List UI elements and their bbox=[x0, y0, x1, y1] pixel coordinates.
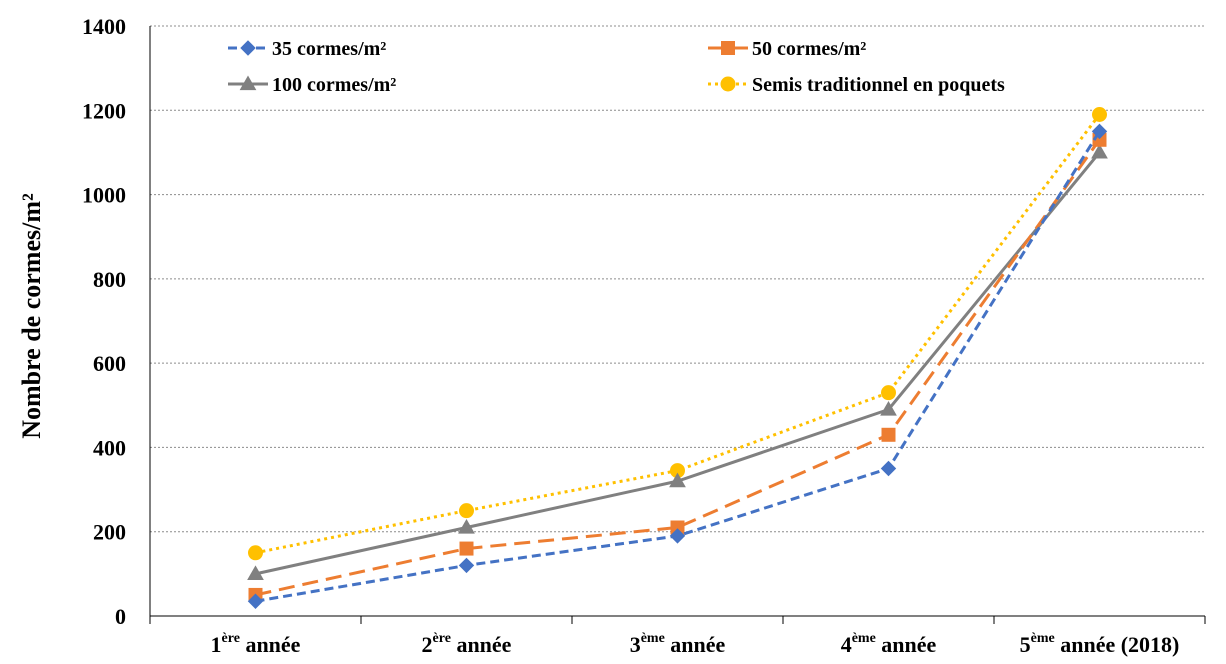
legend-item: 35 cormes/m² bbox=[228, 38, 386, 60]
legend-label: Semis traditionnel en poquets bbox=[752, 74, 1005, 96]
gridlines bbox=[150, 25, 1205, 533]
y-tick-label: 1200 bbox=[82, 98, 126, 123]
data-point bbox=[880, 460, 897, 477]
x-tick-ordinal: 3 bbox=[630, 632, 641, 657]
series-line bbox=[255, 138, 1101, 597]
x-tick-ordinal: 5 bbox=[1020, 632, 1031, 657]
x-tick-suffix: année bbox=[240, 632, 301, 657]
legend-marker bbox=[720, 76, 736, 92]
y-tick-label: 800 bbox=[93, 267, 126, 292]
x-tick-label: 2ère année bbox=[422, 631, 512, 657]
x-tick-superscript: ère bbox=[222, 631, 240, 646]
legend-marker bbox=[239, 75, 257, 91]
series-group bbox=[247, 107, 1108, 609]
x-tick-superscript: ère bbox=[433, 631, 451, 646]
x-tick-suffix: année bbox=[451, 632, 512, 657]
x-tick-superscript: ème bbox=[1031, 631, 1055, 646]
data-point bbox=[248, 545, 263, 561]
x-tick-ordinal: 2 bbox=[422, 632, 433, 657]
data-point bbox=[459, 503, 474, 519]
legend-label: 35 cormes/m² bbox=[272, 38, 386, 60]
data-point bbox=[880, 400, 897, 416]
x-tick-suffix: année (2018) bbox=[1055, 632, 1180, 657]
x-tick-suffix: année bbox=[876, 632, 937, 657]
legend-item: 100 cormes/m² bbox=[228, 74, 396, 96]
data-point bbox=[1091, 123, 1108, 140]
data-point bbox=[247, 565, 264, 580]
data-point bbox=[669, 528, 686, 544]
x-tick-superscript: ème bbox=[852, 631, 876, 646]
x-tick-label: 3ème année bbox=[630, 631, 726, 657]
x-tick-suffix: année bbox=[665, 632, 726, 657]
data-point bbox=[458, 518, 475, 534]
legend-label: 100 cormes/m² bbox=[272, 74, 396, 96]
data-point bbox=[669, 472, 686, 488]
legend-item: Semis traditionnel en poquets bbox=[708, 74, 1005, 96]
data-point bbox=[881, 427, 896, 442]
y-tick-label: 200 bbox=[93, 520, 126, 545]
x-tick-ordinal: 1 bbox=[211, 632, 222, 657]
x-tick-label: 4ème année bbox=[841, 631, 937, 657]
x-tick-label: 1ère année bbox=[211, 631, 301, 657]
legend-marker bbox=[721, 41, 735, 55]
data-point bbox=[459, 541, 474, 556]
series-3 bbox=[248, 107, 1107, 561]
legend-marker bbox=[240, 40, 256, 56]
data-point bbox=[458, 557, 475, 574]
y-tick-label: 1000 bbox=[82, 183, 126, 208]
x-tick-ordinal: 4 bbox=[841, 632, 852, 657]
y-tick-label: 0 bbox=[115, 604, 126, 629]
y-tick-label: 1400 bbox=[82, 14, 126, 39]
y-axis-ticks: 0 200 400 600 800 1000 1200 1400 bbox=[82, 14, 126, 629]
data-point bbox=[1091, 143, 1108, 159]
x-tick-superscript: ème bbox=[641, 631, 665, 646]
series-2 bbox=[247, 143, 1108, 580]
axes bbox=[149, 26, 1206, 624]
y-tick-label: 600 bbox=[93, 351, 126, 376]
x-axis-ticks: 1ère année 2ère année 3ème année 4ème année… bbox=[211, 631, 1180, 657]
y-tick-label: 400 bbox=[93, 435, 126, 460]
data-point bbox=[881, 385, 896, 401]
series-0 bbox=[247, 123, 1108, 609]
x-tick-label: 5ème année (2018) bbox=[1020, 631, 1180, 657]
legend: 35 cormes/m² 50 cormes/m² 100 cormes/m² Sem… bbox=[228, 38, 1005, 96]
data-point bbox=[247, 593, 264, 609]
y-axis-label: Nombre de cormes/m² bbox=[17, 193, 46, 439]
data-point bbox=[1092, 107, 1107, 122]
legend-label: 50 cormes/m² bbox=[752, 38, 866, 60]
legend-item: 50 cormes/m² bbox=[708, 38, 866, 60]
